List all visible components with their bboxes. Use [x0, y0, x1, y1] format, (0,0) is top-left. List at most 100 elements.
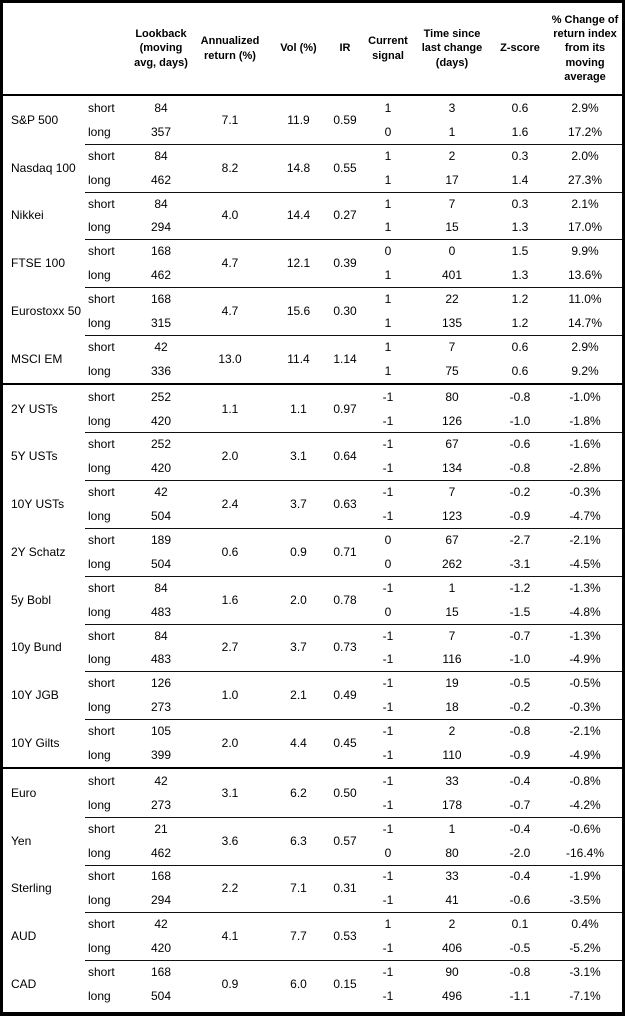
- lookback-long: 420: [150, 413, 172, 428]
- lookback-long: 504: [150, 556, 172, 571]
- current-signal-short: -1: [382, 389, 394, 404]
- horizon-long-label: long: [88, 604, 111, 619]
- instrument-row: 10Y USTs short long 42 504 2.4 3.7 0.63 -1 -1 7 123…: [3, 480, 622, 528]
- horizon-long-label: long: [88, 363, 111, 378]
- header-time-since-change: Time since last change (days): [421, 28, 483, 69]
- horizon-short-label: short: [88, 100, 115, 115]
- pct-change-short: -1.3%: [569, 580, 601, 595]
- current-signal-short: -1: [382, 821, 394, 836]
- instrument-name: 10y Bund: [11, 640, 62, 655]
- lookback-long: 504: [150, 988, 172, 1003]
- horizon-short-label: short: [88, 628, 115, 643]
- zscore-long: 1.3: [511, 220, 529, 235]
- current-signal-short: -1: [382, 437, 394, 452]
- time-since-change-long: 406: [441, 941, 463, 956]
- time-since-change-short: 80: [445, 389, 459, 404]
- horizon-short-label: short: [88, 773, 115, 788]
- zscore-long: 1.2: [511, 315, 529, 330]
- lookback-long: 294: [150, 220, 172, 235]
- zscore-short: 0.6: [511, 339, 529, 354]
- zscore-long: 0.6: [511, 363, 529, 378]
- horizon-long-label: long: [88, 652, 111, 667]
- current-signal-long: -1: [382, 988, 394, 1003]
- table-section-equities: S&P 500 short long 84 357 7.1 11.9 0.59 1 0 3 1 0.6 1…: [3, 96, 622, 383]
- pct-change-long: 9.2%: [571, 363, 599, 378]
- zscore-short: -0.5: [509, 676, 531, 691]
- instrument-name: 10Y Gilts: [11, 736, 60, 751]
- table-body: S&P 500 short long 84 357 7.1 11.9 0.59 1 0 3 1 0.6 1…: [3, 96, 622, 1008]
- instrument-name: Euro: [11, 785, 37, 800]
- current-signal-short: -1: [382, 724, 394, 739]
- time-since-change-short: 2: [448, 917, 456, 932]
- horizon-short-label: short: [88, 917, 115, 932]
- instrument-row: CAD short long 168 504 0.9 6.0 0.15 -1 -1 90 496 -0.…: [3, 960, 622, 1008]
- annualized-return: 3.6: [221, 833, 239, 848]
- instrument-name: FTSE 100: [11, 256, 66, 271]
- information-ratio: 0.73: [333, 640, 357, 655]
- lookback-short: 42: [154, 773, 168, 788]
- zscore-short: -0.8: [509, 724, 531, 739]
- pct-change-long: -16.4%: [565, 845, 605, 860]
- header-zscore: Z-score: [500, 42, 540, 55]
- pct-change-long: -4.5%: [569, 556, 601, 571]
- lookback-long: 315: [150, 315, 172, 330]
- horizon-long-label: long: [88, 797, 111, 812]
- zscore-long: -0.2: [509, 700, 531, 715]
- horizon-short-label: short: [88, 339, 115, 354]
- instrument-row: 10y Bund short long 84 483 2.7 3.7 0.73 -1 -1 7 116…: [3, 623, 622, 672]
- current-signal-long: 1: [384, 315, 392, 330]
- instrument-row: 5Y USTs short long 252 420 2.0 3.1 0.64 -1 -1 67 13…: [3, 432, 622, 480]
- lookback-short: 189: [150, 532, 172, 547]
- horizon-long-label: long: [88, 268, 111, 283]
- header-lookback: Lookback (moving avg, days): [134, 28, 188, 69]
- time-since-change-long: 496: [441, 988, 463, 1003]
- pct-change-short: -2.1%: [569, 532, 601, 547]
- time-since-change-short: 1: [448, 821, 456, 836]
- pct-change-short: 0.4%: [571, 917, 599, 932]
- vol: 0.9: [290, 544, 307, 559]
- instrument-row: Yen short long 21 462 3.6 6.3 0.57 -1 0 1 80 -0.4 -2.…: [3, 816, 622, 865]
- current-signal-short: 1: [384, 196, 392, 211]
- horizon-long-label: long: [88, 509, 111, 524]
- time-since-change-short: 90: [445, 965, 459, 979]
- current-signal-long: -1: [382, 652, 394, 667]
- annualized-return: 2.0: [221, 736, 239, 751]
- lookback-long: 483: [150, 652, 172, 667]
- lookback-long: 336: [150, 363, 172, 378]
- lookback-short: 252: [150, 437, 172, 452]
- pct-change-short: -3.1%: [569, 965, 601, 979]
- instrument-name: S&P 500: [11, 112, 59, 127]
- instrument-row: MSCI EM short long 42 336 13.0 11.4 1.14 1 1 7 75 0.…: [3, 334, 622, 383]
- header-vol: Vol (%): [280, 42, 317, 55]
- time-since-change-long: 1: [448, 124, 456, 139]
- vol: 12.1: [286, 256, 311, 271]
- header-current-signal: Current signal: [368, 35, 408, 62]
- time-since-change-short: 19: [445, 676, 459, 691]
- pct-change-long: -3.5%: [569, 893, 601, 908]
- information-ratio: 0.59: [333, 112, 357, 127]
- instrument-name: 10Y JGB: [11, 688, 59, 703]
- current-signal-short: -1: [382, 773, 394, 788]
- time-since-change-short: 0: [448, 244, 456, 259]
- zscore-long: -0.6: [509, 893, 531, 908]
- zscore-short: 1.5: [511, 244, 529, 259]
- annualized-return: 1.1: [221, 401, 239, 416]
- annualized-return: 7.1: [221, 112, 239, 127]
- annualized-return: 2.7: [221, 640, 239, 655]
- zscore-long: 1.6: [511, 124, 529, 139]
- annualized-return: 1.0: [221, 688, 239, 703]
- annualized-return: 4.7: [221, 256, 239, 271]
- vol: 4.4: [290, 736, 307, 751]
- lookback-short: 42: [154, 339, 168, 354]
- horizon-short-label: short: [88, 437, 115, 452]
- lookback-long: 504: [150, 509, 172, 524]
- instrument-name: CAD: [11, 976, 37, 991]
- information-ratio: 0.45: [333, 736, 357, 751]
- pct-change-short: -0.6%: [569, 821, 601, 836]
- instrument-row: Sterling short long 168 294 2.2 7.1 0.31 -1 -1 33 4…: [3, 864, 622, 913]
- time-since-change-short: 7: [448, 628, 456, 643]
- lookback-short: 168: [150, 869, 172, 884]
- instrument-name: Yen: [11, 833, 32, 848]
- vol: 6.3: [290, 833, 307, 848]
- zscore-short: -0.7: [509, 628, 531, 643]
